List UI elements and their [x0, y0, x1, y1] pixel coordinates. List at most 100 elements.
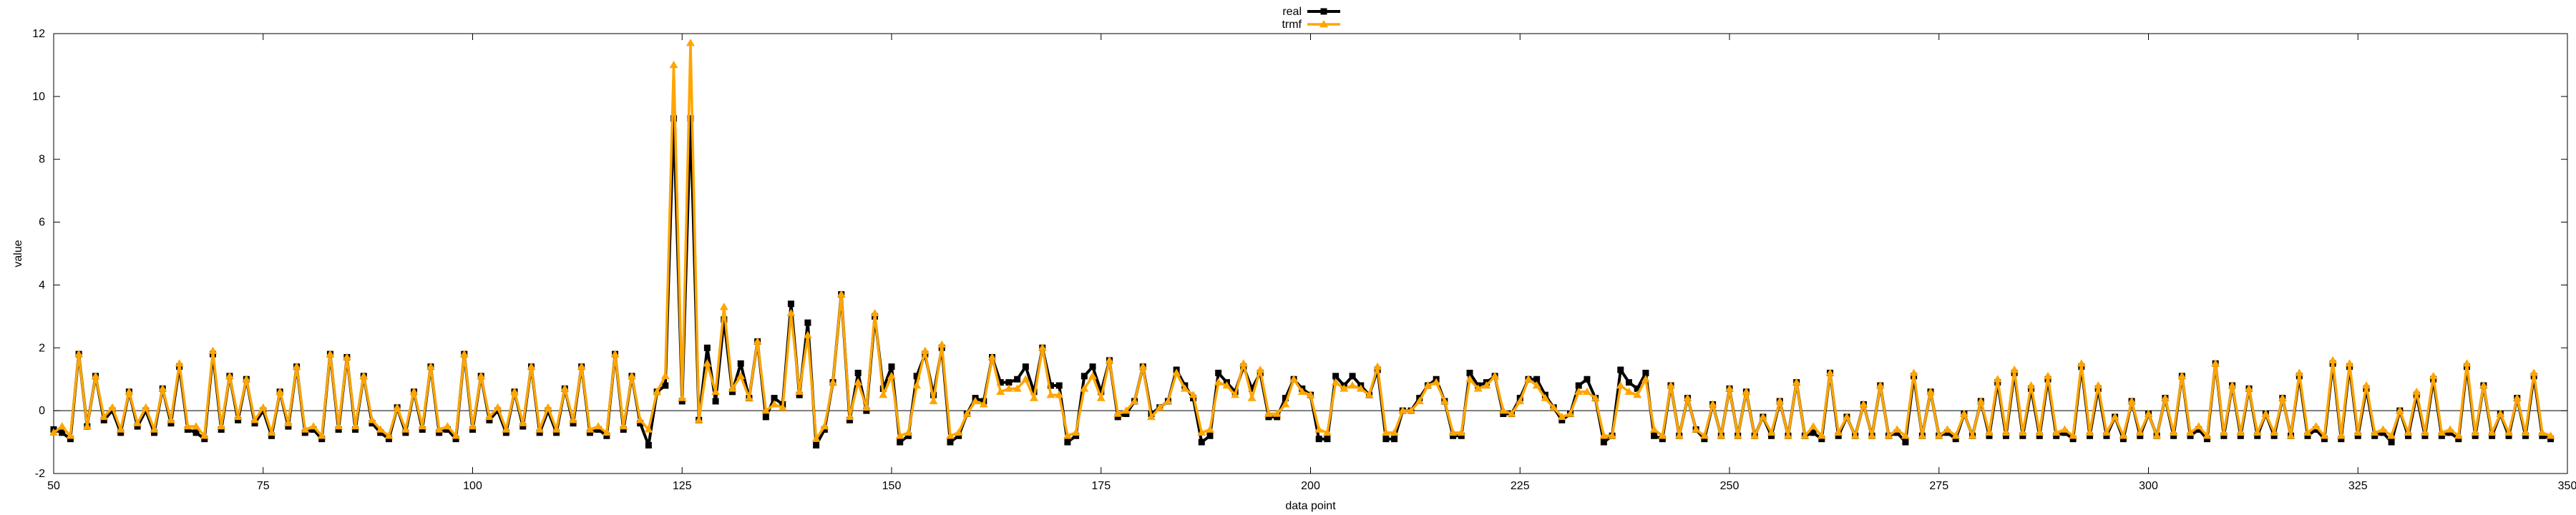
data-point-trmf: [275, 387, 285, 395]
x-tick-label: 125: [673, 480, 692, 492]
data-point-trmf: [1013, 384, 1022, 392]
data-point-real: [117, 429, 125, 436]
data-point-real: [519, 423, 527, 430]
data-point-trmf: [2529, 368, 2539, 376]
data-point-trmf: [1239, 359, 1248, 367]
data-point-trmf: [484, 412, 494, 421]
data-point-trmf: [2169, 428, 2178, 436]
data-point-real: [2137, 432, 2144, 439]
data-point-trmf: [744, 393, 753, 401]
x-tick-label: 275: [1929, 480, 1948, 492]
data-point-real: [913, 373, 920, 380]
data-point-real: [2446, 429, 2454, 436]
data-point-trmf: [1306, 391, 1315, 398]
data-point-trmf: [1004, 384, 1013, 392]
data-point-real: [1064, 438, 1071, 446]
data-point-real: [1391, 436, 1398, 443]
data-point-trmf: [1783, 431, 1792, 439]
data-point-trmf: [1205, 425, 1214, 433]
x-tick-label: 75: [257, 480, 270, 492]
data-point-trmf: [1549, 403, 1558, 411]
x-tick-label: 300: [2139, 480, 2158, 492]
data-point-trmf: [1875, 381, 1885, 389]
y-tick-label: 10: [32, 91, 45, 103]
data-point-trmf: [1498, 406, 1508, 414]
data-point-trmf: [2353, 428, 2363, 436]
data-point-trmf: [829, 378, 838, 386]
data-point-real: [1123, 411, 1130, 418]
data-point-trmf: [426, 362, 435, 370]
data-point-trmf: [208, 346, 218, 354]
data-point-trmf: [125, 387, 134, 395]
data-point-real: [2522, 432, 2529, 439]
data-point-real: [813, 441, 820, 448]
data-point-trmf: [2512, 393, 2522, 401]
data-point-real: [2321, 436, 2328, 443]
data-point-real: [2036, 432, 2043, 439]
data-point-real: [1249, 385, 1256, 392]
data-point-real: [1198, 438, 1205, 446]
data-point-real: [1500, 411, 1507, 418]
data-point-real: [1625, 379, 1632, 386]
data-point-trmf: [1523, 375, 1533, 383]
data-point-real: [1382, 436, 1390, 443]
data-point-trmf: [2035, 428, 2044, 436]
data-point-real: [2547, 436, 2555, 443]
data-point-trmf: [1046, 391, 1055, 398]
data-point-real: [1701, 436, 1708, 443]
series-layer: [49, 39, 2555, 448]
data-point-trmf: [987, 353, 997, 360]
data-point-real: [2087, 432, 2094, 439]
data-point-trmf: [2454, 431, 2463, 439]
data-point-real: [947, 438, 954, 446]
data-point-trmf: [2404, 428, 2413, 436]
data-point-trmf: [317, 431, 326, 439]
data-point-trmf: [334, 422, 343, 430]
data-point-trmf: [1373, 362, 1382, 370]
data-point-real: [1332, 373, 1340, 380]
data-point-real: [201, 436, 208, 443]
data-point-trmf: [2546, 431, 2555, 439]
data-point-trmf: [443, 422, 452, 430]
data-point-trmf: [1624, 387, 1634, 395]
data-point-real: [703, 344, 711, 351]
data-point-trmf: [1850, 431, 1860, 439]
data-point-real: [678, 398, 686, 405]
data-point-real: [251, 420, 258, 427]
data-point-real: [904, 432, 912, 439]
data-point-trmf: [1934, 431, 1943, 439]
data-point-trmf: [2537, 428, 2547, 436]
data-point-trmf: [971, 396, 980, 405]
data-point-real: [1600, 438, 1607, 446]
data-point-real: [888, 363, 895, 371]
data-point-trmf: [1340, 384, 1349, 392]
data-point-trmf: [2010, 366, 2019, 373]
data-point-trmf: [1322, 428, 1332, 436]
data-point-trmf: [895, 431, 904, 439]
data-point-real: [2304, 432, 2311, 439]
data-point-trmf: [912, 381, 922, 389]
data-point-real: [1215, 369, 1222, 376]
data-point-trmf: [1172, 368, 1181, 376]
data-point-trmf: [452, 431, 461, 439]
data-point-real: [2405, 432, 2412, 439]
data-point-trmf: [870, 308, 879, 317]
data-point-trmf: [929, 396, 938, 405]
data-point-trmf: [1180, 384, 1189, 392]
data-point-trmf: [367, 416, 376, 423]
data-point-trmf: [1901, 431, 1910, 439]
data-point-trmf: [719, 303, 728, 310]
data-point-trmf: [1356, 384, 1365, 392]
data-point-real: [787, 300, 794, 308]
data-point-trmf: [2253, 428, 2262, 436]
data-point-trmf: [552, 425, 561, 433]
data-point-trmf: [644, 425, 653, 433]
data-point-trmf: [1121, 406, 1131, 414]
data-point-trmf: [2228, 381, 2237, 389]
data-point-trmf: [1348, 381, 1357, 389]
data-point-trmf: [1407, 406, 1416, 414]
data-point-trmf: [678, 393, 687, 401]
data-point-real: [67, 436, 74, 443]
